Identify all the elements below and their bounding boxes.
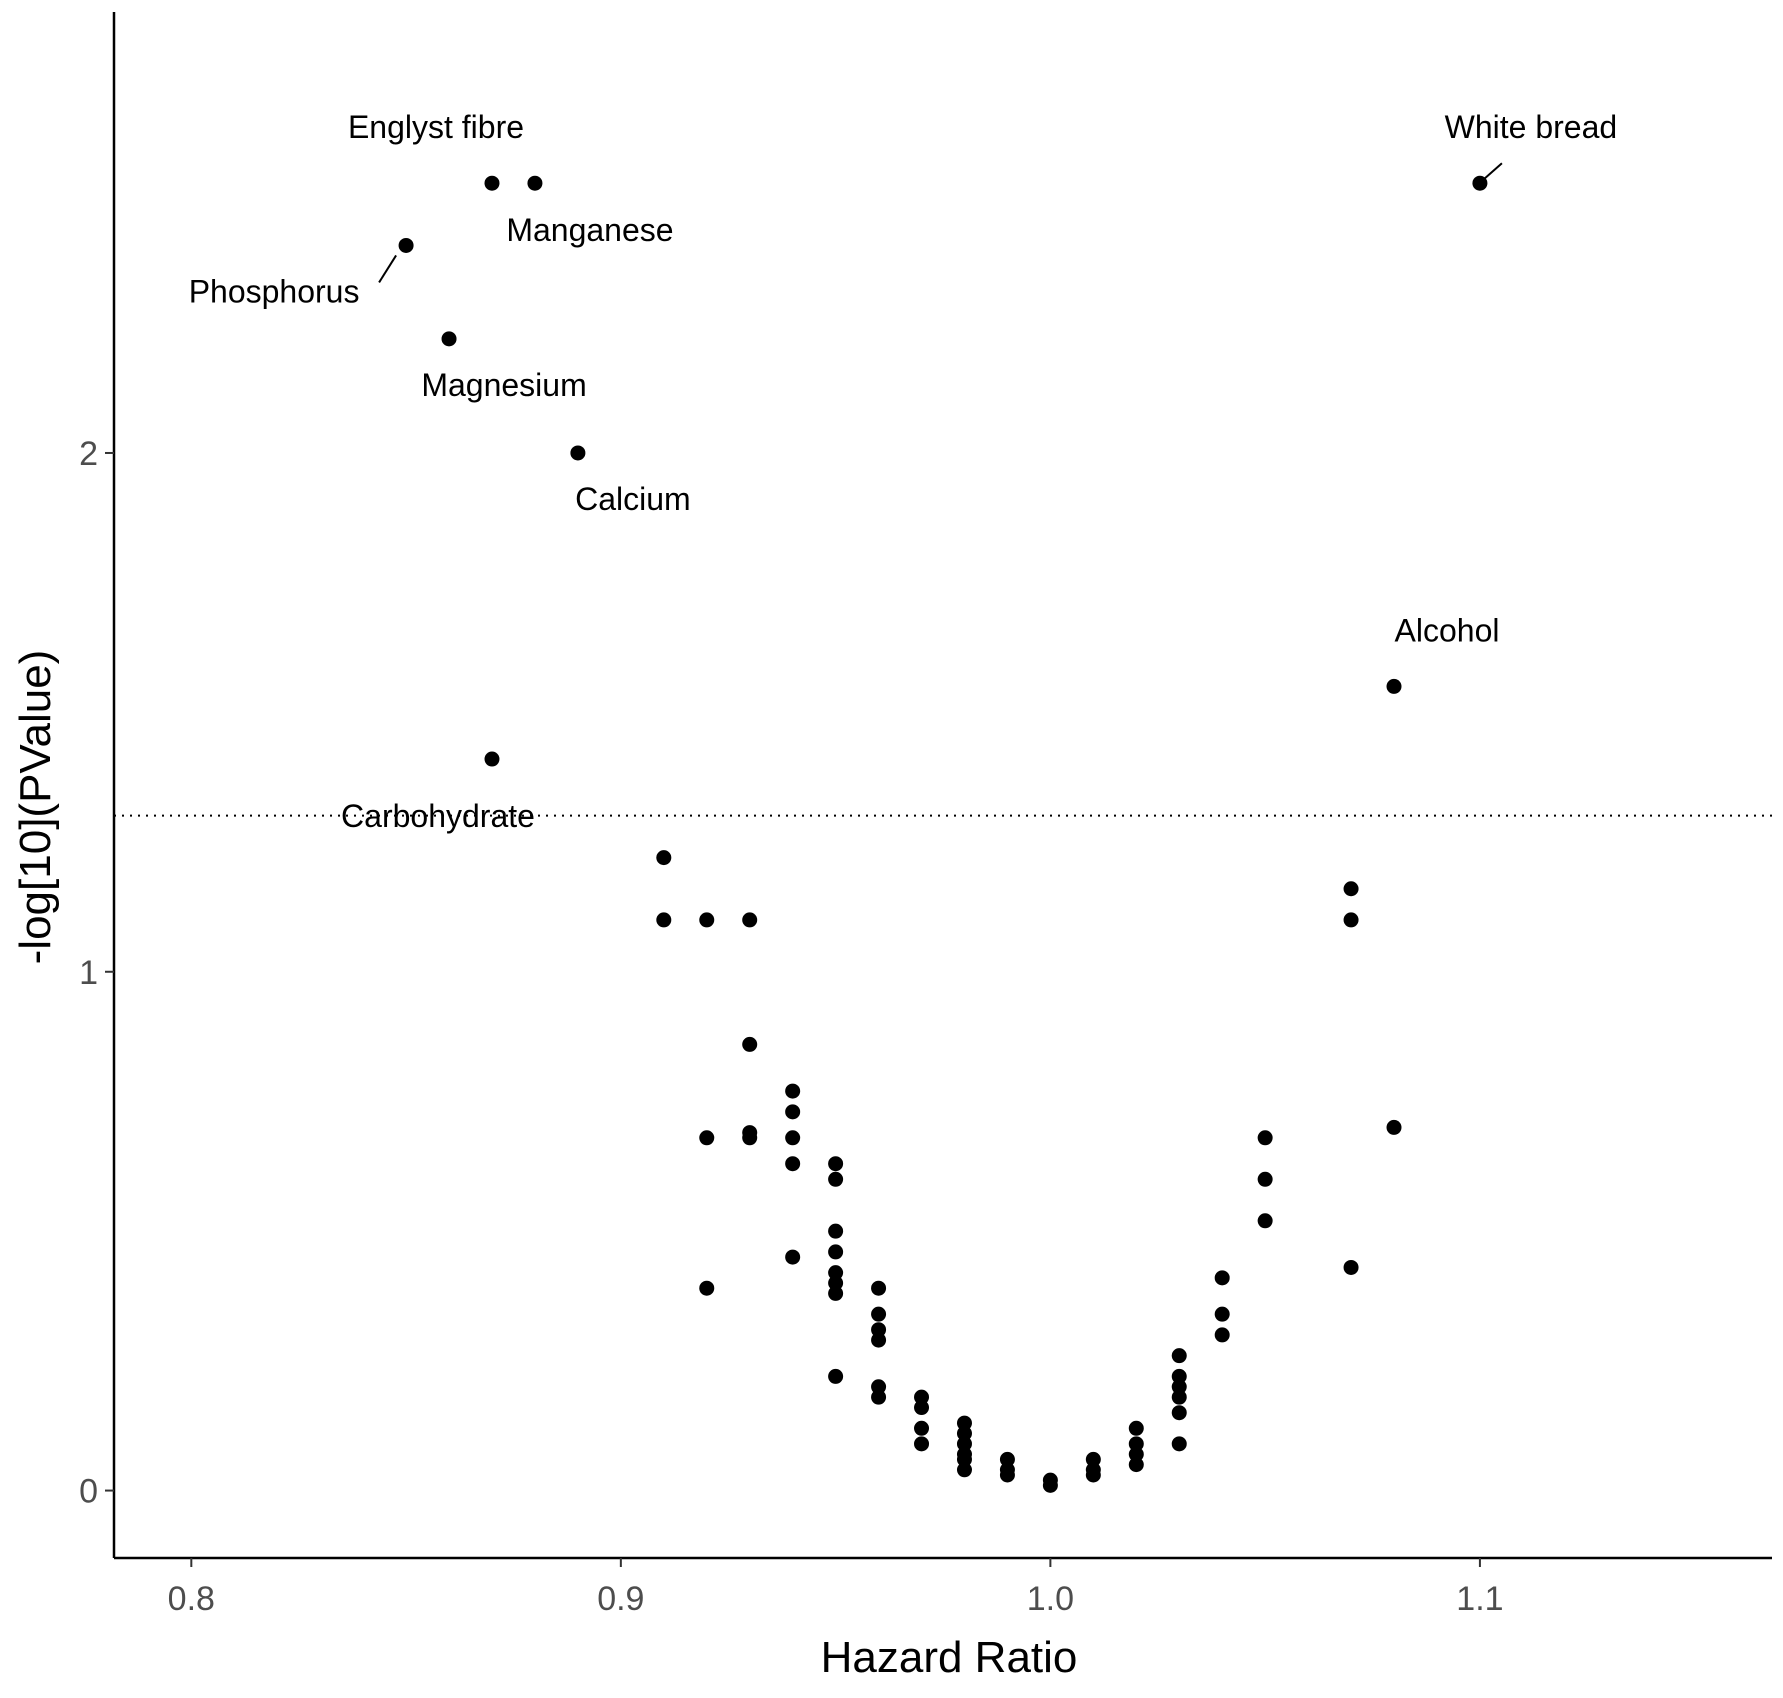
data-point [999, 1467, 1015, 1483]
data-point [914, 1420, 930, 1436]
data-point [1128, 1457, 1144, 1473]
data-point [699, 912, 715, 928]
data-point [785, 1156, 801, 1172]
y-tick-label: 1 [79, 954, 98, 992]
x-tick-label: 1.0 [1027, 1580, 1074, 1618]
data-point [785, 1249, 801, 1265]
data-point [1128, 1420, 1144, 1436]
data-point [1171, 1368, 1187, 1384]
data-point [828, 1285, 844, 1301]
data-point-labeled [527, 175, 543, 191]
data-point [1171, 1436, 1187, 1452]
data-point [1257, 1130, 1273, 1146]
data-point [699, 1280, 715, 1296]
data-point [1128, 1446, 1144, 1462]
data-point [828, 1223, 844, 1239]
data-point [871, 1306, 887, 1322]
y-tick-label: 2 [79, 435, 98, 473]
data-point [871, 1332, 887, 1348]
data-point-labeled [1472, 175, 1488, 191]
data-point [956, 1451, 972, 1467]
data-point [871, 1280, 887, 1296]
data-point [1257, 1171, 1273, 1187]
point-label: Englyst fibre [348, 109, 524, 145]
data-point [1171, 1389, 1187, 1405]
data-point [1171, 1379, 1187, 1395]
x-tick-label: 1.1 [1456, 1580, 1503, 1618]
data-point [1214, 1306, 1230, 1322]
data-point-labeled [441, 331, 457, 347]
data-point [1042, 1477, 1058, 1493]
data-point [1214, 1327, 1230, 1343]
axes-layer [112, 12, 1772, 1560]
label-leader-line [378, 254, 397, 283]
data-point-labeled [398, 237, 414, 253]
data-point [1171, 1405, 1187, 1421]
data-point [828, 1244, 844, 1260]
data-point [656, 912, 672, 928]
point-label: Magnesium [421, 367, 586, 403]
data-point [742, 1130, 758, 1146]
data-point [956, 1415, 972, 1431]
x-tick-label: 0.8 [168, 1580, 215, 1618]
data-point [828, 1265, 844, 1281]
data-point [1343, 1259, 1359, 1275]
label-leader-line [1484, 162, 1503, 179]
labels-layer: Englyst fibre Manganese Phosphorus Magnesiu… [189, 109, 1617, 834]
point-label: White bread [1445, 109, 1618, 145]
data-point [699, 1130, 715, 1146]
data-point [656, 850, 672, 866]
data-point [871, 1379, 887, 1395]
data-point [914, 1436, 930, 1452]
data-point [828, 1368, 844, 1384]
data-point [914, 1400, 930, 1416]
data-point [742, 912, 758, 928]
data-point [785, 1083, 801, 1099]
point-label: Carbohydrate [341, 798, 535, 834]
data-point [828, 1156, 844, 1172]
data-point [999, 1451, 1015, 1467]
data-point [914, 1389, 930, 1405]
data-point [1128, 1436, 1144, 1452]
data-point [1257, 1213, 1273, 1229]
data-point [828, 1275, 844, 1291]
point-label: Manganese [506, 212, 673, 248]
data-point [828, 1171, 844, 1187]
data-point-labeled [1386, 678, 1402, 694]
data-point [1386, 1119, 1402, 1135]
data-point-labeled [484, 175, 500, 191]
point-label: Calcium [575, 481, 691, 517]
point-label: Phosphorus [189, 273, 360, 309]
data-point [956, 1436, 972, 1452]
x-axis-title: Hazard Ratio [821, 1633, 1078, 1682]
data-point [1085, 1451, 1101, 1467]
point-label: Alcohol [1395, 612, 1500, 648]
data-point [1214, 1270, 1230, 1286]
points-layer [398, 175, 1488, 1493]
data-point [956, 1462, 972, 1478]
data-point [1343, 912, 1359, 928]
data-point [956, 1425, 972, 1441]
y-axis-title: -log[10](PValue) [11, 650, 60, 965]
data-point [1171, 1348, 1187, 1364]
data-point [1085, 1467, 1101, 1483]
x-tick-label: 0.9 [597, 1580, 644, 1618]
data-point [785, 1104, 801, 1120]
y-tick-label: 0 [79, 1473, 98, 1511]
data-point-labeled [484, 751, 500, 767]
data-point-labeled [570, 445, 586, 461]
data-point [871, 1389, 887, 1405]
data-point [871, 1322, 887, 1338]
data-point [1343, 881, 1359, 897]
data-point [742, 1036, 758, 1052]
ticks-layer: 0.8 0.9 1.0 1.1 0 1 2 [79, 435, 1503, 1618]
data-point [785, 1130, 801, 1146]
